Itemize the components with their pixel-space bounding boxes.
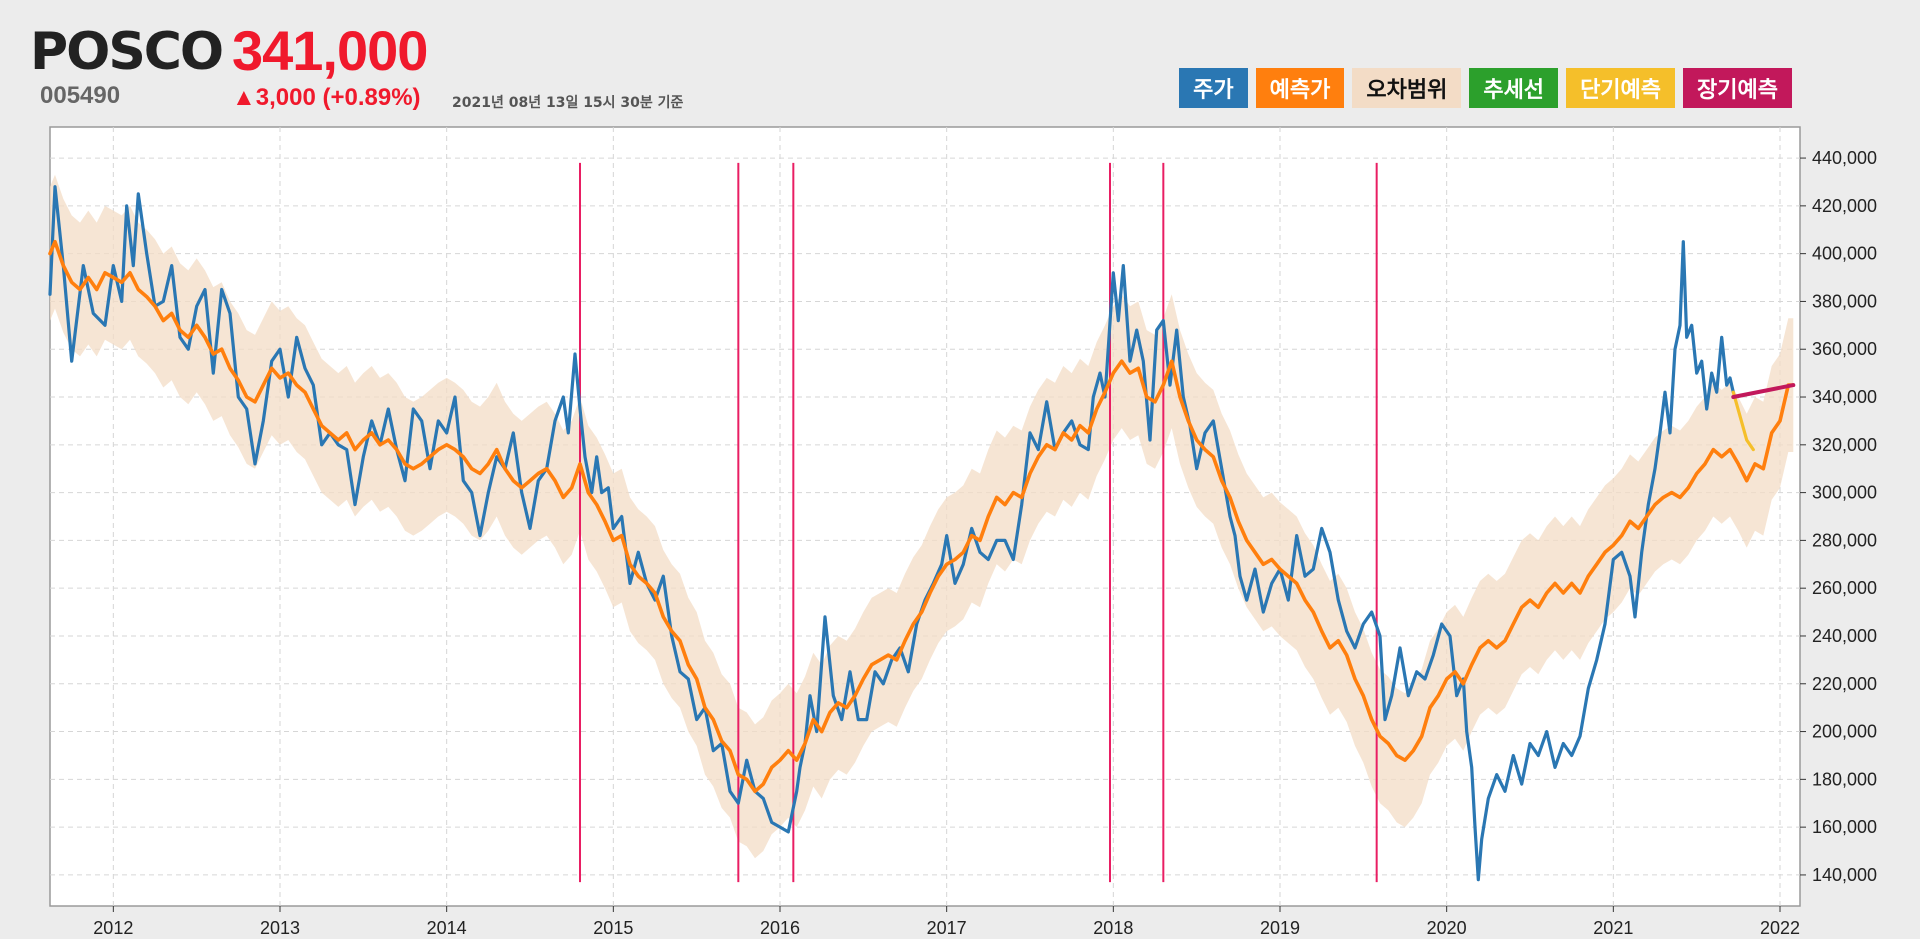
- legend-error-range[interactable]: 오차범위: [1352, 68, 1462, 108]
- y-tick-label: 240,000: [1812, 626, 1877, 646]
- x-tick-label: 2018: [1093, 918, 1133, 938]
- x-tick-label: 2012: [93, 918, 133, 938]
- y-tick-label: 320,000: [1812, 435, 1877, 455]
- legend-short-term-forecast[interactable]: 단기예측: [1566, 68, 1676, 108]
- y-tick-label: 220,000: [1812, 674, 1877, 694]
- x-tick-label: 2013: [260, 918, 300, 938]
- x-tick-label: 2019: [1260, 918, 1300, 938]
- stock-code: 005490: [40, 82, 121, 109]
- series-stock-price-line: [48, 185, 1735, 882]
- x-tick-label: 2017: [927, 918, 967, 938]
- y-tick-label: 200,000: [1812, 722, 1877, 742]
- y-tick-label: 140,000: [1812, 865, 1877, 885]
- y-tick-label: 400,000: [1812, 244, 1877, 264]
- x-tick-label: 2020: [1427, 918, 1467, 938]
- x-tick-label: 2022: [1760, 918, 1800, 938]
- y-tick-label: 380,000: [1812, 291, 1877, 311]
- x-tick-label: 2014: [427, 918, 467, 938]
- legend: 주가 예측가 오차범위 추세선 단기예측 장기예측: [1179, 68, 1792, 108]
- series-predicted-price-line: [48, 239, 1796, 794]
- y-tick-label: 180,000: [1812, 769, 1877, 789]
- legend-trend-line[interactable]: 추세선: [1469, 68, 1559, 108]
- y-tick-label: 440,000: [1812, 148, 1877, 168]
- stock-price: 341,000: [232, 19, 428, 82]
- legend-stock-price[interactable]: 주가: [1179, 68, 1248, 108]
- y-tick-label: 300,000: [1812, 483, 1877, 503]
- y-tick-label: 280,000: [1812, 530, 1877, 550]
- y-tick-label: 340,000: [1812, 387, 1877, 407]
- price-change: ▲3,000 (+0.89%): [232, 84, 421, 111]
- legend-predicted-price[interactable]: 예측가: [1255, 68, 1345, 108]
- series-long-term-forecast-line: [1731, 383, 1796, 399]
- y-tick-label: 160,000: [1812, 817, 1877, 837]
- x-tick-label: 2015: [593, 918, 633, 938]
- y-tick-label: 360,000: [1812, 339, 1877, 359]
- stock-name: POSCO: [30, 22, 224, 82]
- x-tick-label: 2021: [1593, 918, 1633, 938]
- y-tick-label: 420,000: [1812, 196, 1877, 216]
- legend-long-term-forecast[interactable]: 장기예측: [1683, 68, 1792, 108]
- price-timestamp: 2021년 08년 13일 15시 30분 기준: [452, 95, 684, 111]
- x-tick-label: 2016: [760, 918, 800, 938]
- plot-area: [49, 126, 1801, 907]
- y-tick-label: 260,000: [1812, 578, 1877, 598]
- series-short-term-forecast-line: [1731, 390, 1755, 452]
